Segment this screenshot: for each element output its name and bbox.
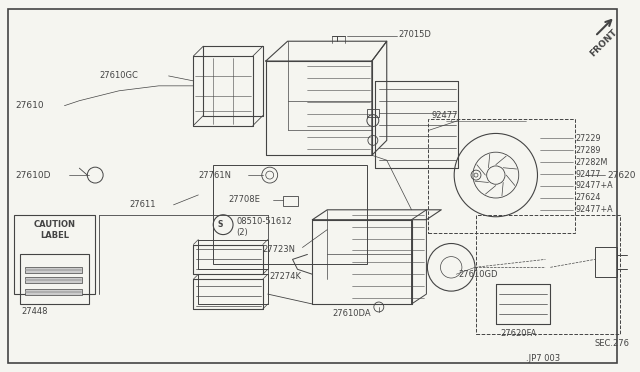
Text: 27274K: 27274K: [269, 272, 301, 281]
Bar: [20, 254, 89, 304]
Text: FRONT: FRONT: [588, 28, 619, 59]
Text: 27723N: 27723N: [263, 245, 296, 254]
Bar: [25, 277, 83, 283]
Bar: [213, 165, 367, 264]
Text: 08510-51612: 08510-51612: [236, 217, 292, 226]
Text: 27610D: 27610D: [15, 171, 51, 180]
Bar: [595, 247, 617, 277]
Text: 27282M: 27282M: [575, 158, 607, 167]
Text: S: S: [218, 220, 223, 229]
Text: 92477: 92477: [431, 111, 458, 120]
Bar: [367, 109, 379, 116]
Text: 27610GD: 27610GD: [458, 270, 498, 279]
Text: 92477: 92477: [575, 170, 601, 179]
Bar: [283, 196, 298, 206]
Text: 27289: 27289: [575, 146, 601, 155]
Text: 27015D: 27015D: [399, 30, 431, 39]
Text: 92477+A: 92477+A: [575, 182, 612, 190]
Text: CAUTION: CAUTION: [33, 220, 76, 229]
Text: 27708E: 27708E: [228, 195, 260, 204]
Bar: [476, 215, 620, 334]
Text: (2): (2): [236, 228, 248, 237]
Text: SEC.276: SEC.276: [595, 339, 630, 348]
Text: 27620: 27620: [607, 171, 636, 180]
Text: LABEL: LABEL: [40, 231, 69, 240]
Bar: [25, 267, 83, 273]
Text: 27624: 27624: [575, 193, 600, 202]
Text: 27761N: 27761N: [198, 171, 231, 180]
Text: 27610DA: 27610DA: [332, 310, 371, 318]
Bar: [428, 119, 575, 232]
Text: .JP7 003̄: .JP7 003̄: [525, 354, 560, 363]
Text: 27448: 27448: [22, 307, 48, 317]
Bar: [14, 215, 95, 294]
Text: 92477+A: 92477+A: [575, 205, 612, 214]
Bar: [25, 289, 83, 295]
Text: 27620FA: 27620FA: [500, 329, 537, 338]
Text: 27610GC: 27610GC: [99, 71, 138, 80]
Text: 27610: 27610: [15, 101, 44, 110]
Text: 27611: 27611: [129, 201, 156, 209]
Text: 27229: 27229: [575, 134, 601, 143]
